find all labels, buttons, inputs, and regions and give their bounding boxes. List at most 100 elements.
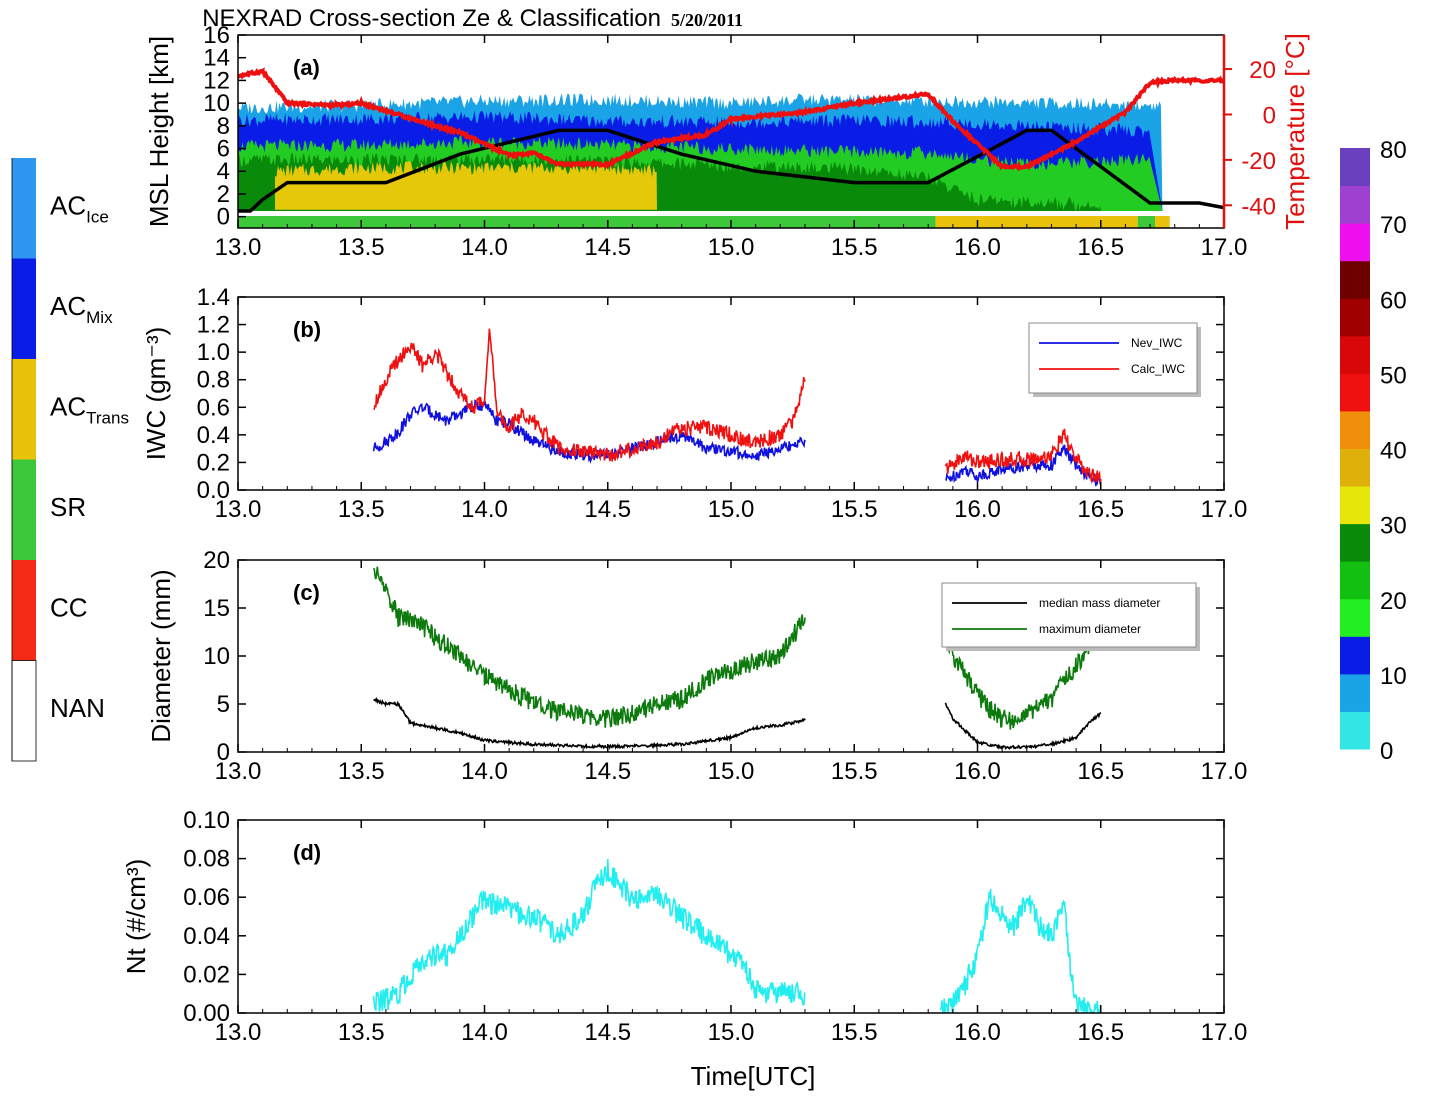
class-swatch-ac-ice [12,158,36,259]
legend-label: maximum diameter [1039,622,1141,636]
class-swatch-ac-mix [12,258,36,359]
panel-a-cross-section: 13.0 13.5 14.0 14.5 15.0 15.5 16.0 16.5 17.00246… [144,22,1310,261]
colorbar-tick-label: 60 [1380,287,1407,314]
colorbar-cell [1340,373,1370,412]
x-tick-label: 15.5 [831,758,878,785]
series-line-nev_iwc [945,444,1102,487]
y-tick-label: 6 [217,136,230,163]
classification-strip-segment [238,216,936,228]
y-axis-label: Diameter (mm) [146,569,176,742]
series-line-maximum-diameter [944,622,1102,730]
y-tick-label: 0.4 [197,422,230,449]
x-tick-label: 14.0 [461,234,508,261]
x-tick-label: 13.0 [215,234,262,261]
x-tick-label: 16.0 [954,758,1001,785]
x-tick-label: 15.0 [708,496,755,523]
y-tick-label: 0.10 [183,807,230,834]
series-line-maximum-diameter [372,566,806,728]
series-line-calc_iwc [944,428,1102,485]
colorbar-tick-label: 0 [1380,738,1393,765]
y-tick-label: 1.4 [197,284,230,311]
x-tick-label: 13.5 [338,234,385,261]
series-line-median-mass-diameter [373,696,806,750]
temperature-line [238,67,1224,172]
x-tick-label: 13.0 [215,758,262,785]
colorbar-cell [1340,486,1370,525]
class-label: SR [50,492,86,522]
y-tick-label: 14 [203,45,230,72]
y-tick-label: 16 [203,22,230,49]
colorbar-tick-label: 70 [1380,212,1407,239]
ze-colorbar: 0 10 20 30 40 50 60 70 80 [1340,137,1407,765]
colorbar-cell [1340,223,1370,262]
class-label: NAN [50,693,105,723]
x-tick-label: 16.5 [1077,758,1124,785]
x-tick-label: 14.0 [461,496,508,523]
colorbar-cell [1340,185,1370,224]
x-tick-label: 13.0 [215,496,262,523]
colorbar-cell [1340,636,1370,675]
panel-tag: (c) [293,580,320,605]
y-axis-label: Nt (#/cm³) [121,859,151,975]
series-line-nt [939,889,1102,1013]
y-tick-label: 0.06 [183,884,230,911]
x-tick-label: 13.5 [338,1019,385,1046]
y-tick-label: 0.6 [197,394,230,421]
series-line-nev_iwc [372,399,806,464]
colorbar-tick-label: 50 [1380,362,1407,389]
x-tick-label: 14.0 [461,758,508,785]
x-tick-label: 17.0 [1201,496,1248,523]
panel-tag: (a) [293,55,320,80]
x-tick-label: 13.5 [338,496,385,523]
temperature-tick-label: 20 [1249,57,1276,84]
x-tick-label: 16.5 [1077,234,1124,261]
x-tick-label: 14.5 [584,496,631,523]
x-tick-label: 15.5 [831,496,878,523]
legend-box [1028,322,1198,394]
plot-content [372,566,1102,751]
y-tick-label: 12 [203,67,230,94]
x-tick-label: 16.0 [954,496,1001,523]
temperature-axis-label: Temperature [°C] [1280,33,1310,230]
y-axis-label: MSL Height [km] [144,36,174,227]
legend-box [941,582,1197,648]
colorbar-cell [1340,711,1370,750]
plot-frame [237,819,1225,1014]
x-tick-label: 17.0 [1201,234,1248,261]
class-label: ACTrans [50,391,129,427]
y-tick-label: 5 [217,691,230,718]
y-tick-label: 0.08 [183,846,230,873]
colorbar-tick-label: 40 [1380,438,1407,465]
aircraft-altitude-line [238,128,1224,213]
colorbar-cell [1340,335,1370,374]
x-tick-label: 15.5 [831,234,878,261]
x-tick-label: 16.0 [954,1019,1001,1046]
plot-content [372,328,1102,487]
x-tick-label: 14.0 [461,1019,508,1046]
series-line-median-mass-diameter [944,702,1102,751]
y-tick-label: 2 [217,181,230,208]
y-tick-label: 8 [217,113,230,140]
figure-title: NEXRAD Cross-section Ze & Classification [202,5,661,32]
x-tick-label: 14.5 [584,758,631,785]
x-tick-label: 16.5 [1077,496,1124,523]
y-tick-label: 15 [203,595,230,622]
y-tick-label: 0 [217,204,230,231]
legend-label: Calc_IWC [1131,362,1185,376]
classification-strip-segment [1154,216,1170,228]
legend-label: Nev_IWC [1131,336,1183,350]
x-tick-label: 13.5 [338,758,385,785]
panel-c-diameter: 13.0 13.5 14.0 14.5 15.0 15.5 16.0 16.5 17.0 0 5 10… [146,547,1247,785]
x-tick-label: 15.0 [708,1019,755,1046]
y-tick-label: 10 [203,90,230,117]
classification-legend: ACIce ACMix ACTrans SR CC NAN [11,158,129,762]
temperature-tick-label: -20 [1241,148,1276,175]
y-tick-label: 0.8 [197,367,230,394]
colorbar-cell [1340,561,1370,600]
colorbar-tick-label: 10 [1380,663,1407,690]
class-swatch-ac-trans [12,359,36,460]
y-tick-label: 0 [217,739,230,766]
panel-b-iwc: 13.0 13.5 14.0 14.5 15.0 15.5 16.0 16.5 17.00.00… [141,284,1247,523]
panel-a-content [238,67,1224,228]
